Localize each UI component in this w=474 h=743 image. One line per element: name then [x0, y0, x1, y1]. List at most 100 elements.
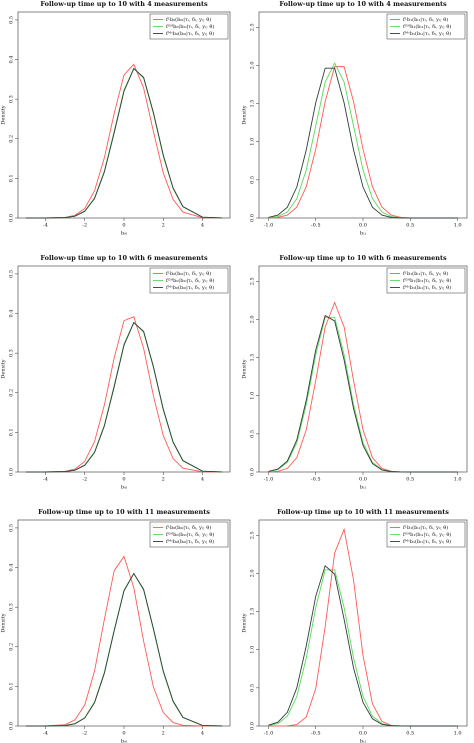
x-tick-label: 0.5: [406, 223, 414, 229]
y-axis-label: Density: [242, 105, 248, 124]
y-tick-label: 2.0: [250, 569, 256, 577]
x-axis-label: bᵢ₀: [121, 739, 127, 743]
y-tick-label: 0.0: [250, 468, 256, 476]
density-line: [268, 314, 458, 473]
y-tick-label: 0.2: [9, 643, 15, 651]
y-tick-label: 0.4: [9, 56, 15, 64]
density-line: [268, 66, 458, 219]
legend-label: fᴸb₁(bᵢ₁|τᵢ, δᵢ, yᵢ; θ): [403, 16, 448, 23]
x-tick-label: 4: [201, 731, 204, 737]
density-line: [25, 572, 223, 727]
legend-label: fᴳᴴb₁(bᵢ₁|τᵢ, δᵢ, yᵢ; θ): [403, 531, 451, 538]
y-tick-label: 2.5: [250, 23, 256, 31]
panel: Follow-up time up to 10 with 4 measureme…: [242, 0, 468, 237]
y-tick-label: 1.0: [250, 138, 256, 146]
x-tick-label: 4: [201, 477, 204, 483]
y-tick-label: 2.5: [250, 277, 256, 285]
y-axis-label: Density: [1, 105, 7, 124]
y-tick-label: 0.4: [9, 564, 15, 572]
y-tick-label: 0.0: [250, 722, 256, 730]
y-tick-label: 0.5: [250, 430, 256, 438]
x-tick-label: -0.5: [311, 731, 321, 737]
panel-title: Follow-up time up to 10 with 11 measurem…: [277, 508, 449, 516]
panel-title: Follow-up time up to 10 with 4 measureme…: [40, 0, 208, 8]
panel-title: Follow-up time up to 10 with 4 measureme…: [279, 0, 447, 8]
y-axis-label: Density: [242, 359, 248, 378]
legend-label: fᴹᶜb₁(bᵢ₁|τᵢ, δᵢ, yᵢ; θ): [403, 284, 451, 291]
x-tick-label: -4: [43, 223, 48, 229]
x-axis-label: bᵢ₁: [360, 231, 366, 237]
panel: Follow-up time up to 10 with 11 measurem…: [1, 508, 231, 743]
x-tick-label: 2: [162, 223, 165, 229]
legend-label: fᴸb₀(bᵢ₀|τᵢ, δᵢ, yᵢ; θ): [166, 270, 211, 277]
x-tick-label: -1.0: [264, 731, 274, 737]
legend-label: fᴳᴴb₁(bᵢ₁|τᵢ, δᵢ, yᵢ; θ): [403, 277, 451, 284]
y-tick-label: 2.5: [250, 531, 256, 539]
panel-title: Follow-up time up to 10 with 6 measureme…: [279, 254, 447, 262]
legend-label: fᴳᴴb₁(bᵢ₁|τᵢ, δᵢ, yᵢ; θ): [403, 23, 451, 30]
x-tick-label: -0.5: [311, 477, 321, 483]
x-tick-label: 0.0: [359, 477, 367, 483]
density-line: [268, 301, 458, 473]
panel: Follow-up time up to 10 with 6 measureme…: [242, 254, 468, 491]
legend-label: fᴹᶜb₁(bᵢ₁|τᵢ, δᵢ, yᵢ; θ): [403, 30, 451, 37]
x-axis-label: bᵢ₁: [360, 485, 366, 491]
x-tick-label: -1.0: [264, 477, 274, 483]
x-tick-label: 0: [122, 477, 125, 483]
density-line: [25, 67, 223, 219]
x-tick-label: -2: [82, 477, 87, 483]
panel: Follow-up time up to 10 with 11 measurem…: [242, 508, 468, 743]
legend-label: fᴳᴴb₀(bᵢ₀|τᵢ, δᵢ, yᵢ; θ): [166, 277, 214, 284]
y-tick-label: 1.5: [250, 608, 256, 616]
legend-label: fᴳᴴb₀(bᵢ₀|τᵢ, δᵢ, yᵢ; θ): [166, 23, 214, 30]
legend-label: fᴹᶜb₀(bᵢ₀|τᵢ, δᵢ, yᵢ; θ): [166, 538, 214, 545]
x-tick-label: -2: [82, 223, 87, 229]
density-line: [25, 555, 223, 727]
legend-label: fᴸb₀(bᵢ₀|τᵢ, δᵢ, yᵢ; θ): [166, 16, 211, 23]
y-tick-label: 0.3: [9, 603, 15, 611]
y-tick-label: 0.2: [9, 135, 15, 143]
x-tick-label: 2: [162, 731, 165, 737]
y-tick-label: 0.0: [9, 214, 15, 222]
y-tick-label: 0.1: [9, 174, 15, 182]
y-axis-label: Density: [242, 613, 248, 632]
plot-box: [17, 519, 231, 727]
density-line: [25, 63, 223, 219]
y-tick-label: 0.5: [250, 684, 256, 692]
y-tick-label: 0.5: [9, 524, 15, 532]
y-tick-label: 0.2: [9, 389, 15, 397]
legend-label: fᴳᴴb₀(bᵢ₀|τᵢ, δᵢ, yᵢ; θ): [166, 531, 214, 538]
x-axis-label: bᵢ₁: [360, 739, 366, 743]
x-tick-label: 0: [122, 223, 125, 229]
y-tick-label: 0.1: [9, 428, 15, 436]
x-tick-label: 0: [122, 731, 125, 737]
legend-label: fᴸb₁(bᵢ₁|τᵢ, δᵢ, yᵢ; θ): [403, 270, 448, 277]
x-axis-label: bᵢ₀: [121, 231, 127, 237]
y-tick-label: 0.0: [9, 468, 15, 476]
density-line: [268, 67, 458, 219]
y-tick-label: 2.0: [250, 315, 256, 323]
panel: Follow-up time up to 10 with 4 measureme…: [1, 0, 231, 237]
x-tick-label: 0.0: [359, 223, 367, 229]
y-tick-label: 2.0: [250, 61, 256, 69]
x-tick-label: -0.5: [311, 223, 321, 229]
panel: Follow-up time up to 10 with 6 measureme…: [1, 254, 231, 491]
x-tick-label: 1.0: [454, 731, 462, 737]
y-tick-label: 0.3: [9, 95, 15, 103]
panel-title: Follow-up time up to 10 with 11 measurem…: [38, 508, 210, 516]
y-tick-label: 1.5: [250, 354, 256, 362]
x-tick-label: 1.0: [454, 477, 462, 483]
density-line: [268, 316, 458, 473]
x-tick-label: 0.5: [406, 731, 414, 737]
y-tick-label: 1.0: [250, 646, 256, 654]
x-tick-label: -4: [43, 731, 48, 737]
x-tick-label: 0.0: [359, 731, 367, 737]
panel-title: Follow-up time up to 10 with 6 measureme…: [40, 254, 208, 262]
x-tick-label: 0.5: [406, 477, 414, 483]
legend-label: fᴹᶜb₁(bᵢ₁|τᵢ, δᵢ, yᵢ; θ): [403, 538, 451, 545]
x-tick-label: -4: [43, 477, 48, 483]
x-tick-label: 1.0: [454, 223, 462, 229]
y-tick-label: 0.5: [9, 270, 15, 278]
